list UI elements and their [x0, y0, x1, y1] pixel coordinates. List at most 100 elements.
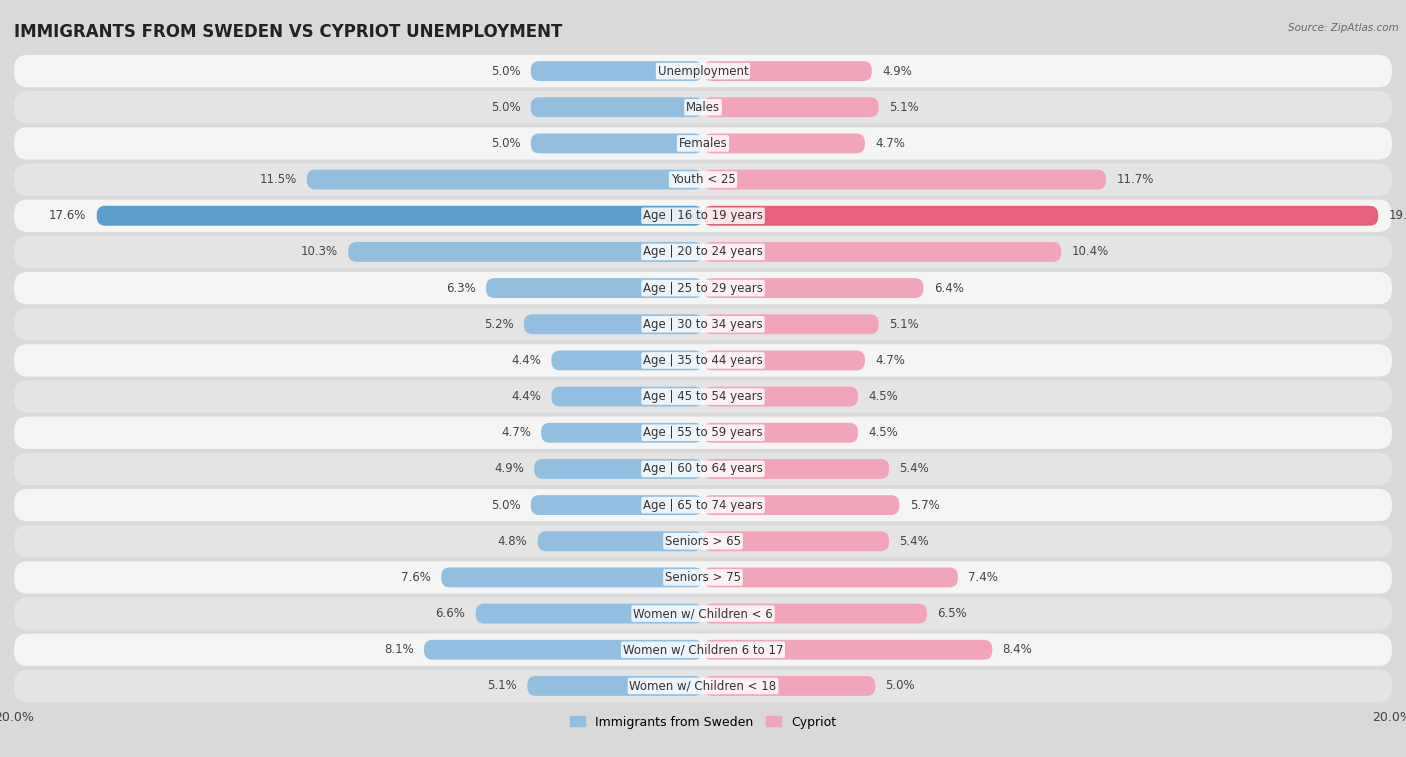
FancyBboxPatch shape: [14, 308, 1392, 341]
FancyBboxPatch shape: [531, 61, 703, 81]
FancyBboxPatch shape: [531, 495, 703, 515]
Text: Source: ZipAtlas.com: Source: ZipAtlas.com: [1288, 23, 1399, 33]
Text: Age | 20 to 24 years: Age | 20 to 24 years: [643, 245, 763, 258]
Text: 4.7%: 4.7%: [501, 426, 531, 439]
Text: 4.5%: 4.5%: [869, 390, 898, 403]
FancyBboxPatch shape: [534, 459, 703, 479]
Text: 4.7%: 4.7%: [875, 354, 905, 367]
Text: 5.2%: 5.2%: [484, 318, 513, 331]
FancyBboxPatch shape: [703, 676, 875, 696]
FancyBboxPatch shape: [14, 597, 1392, 630]
Text: Age | 30 to 34 years: Age | 30 to 34 years: [643, 318, 763, 331]
Text: 5.0%: 5.0%: [491, 64, 520, 77]
FancyBboxPatch shape: [14, 453, 1392, 485]
FancyBboxPatch shape: [14, 200, 1392, 232]
FancyBboxPatch shape: [441, 568, 703, 587]
FancyBboxPatch shape: [703, 531, 889, 551]
Text: 10.4%: 10.4%: [1071, 245, 1109, 258]
FancyBboxPatch shape: [14, 91, 1392, 123]
Text: Women w/ Children 6 to 17: Women w/ Children 6 to 17: [623, 643, 783, 656]
FancyBboxPatch shape: [703, 242, 1062, 262]
Text: 8.1%: 8.1%: [384, 643, 413, 656]
FancyBboxPatch shape: [703, 568, 957, 587]
Text: Women w/ Children < 18: Women w/ Children < 18: [630, 680, 776, 693]
Text: Age | 35 to 44 years: Age | 35 to 44 years: [643, 354, 763, 367]
FancyBboxPatch shape: [703, 98, 879, 117]
FancyBboxPatch shape: [527, 676, 703, 696]
FancyBboxPatch shape: [703, 278, 924, 298]
Text: 8.4%: 8.4%: [1002, 643, 1032, 656]
Text: 4.8%: 4.8%: [498, 534, 527, 548]
Text: 4.9%: 4.9%: [882, 64, 912, 77]
Text: 4.4%: 4.4%: [512, 390, 541, 403]
Text: Youth < 25: Youth < 25: [671, 173, 735, 186]
FancyBboxPatch shape: [14, 634, 1392, 666]
FancyBboxPatch shape: [14, 127, 1392, 160]
Text: Age | 55 to 59 years: Age | 55 to 59 years: [643, 426, 763, 439]
Text: 6.6%: 6.6%: [436, 607, 465, 620]
FancyBboxPatch shape: [703, 423, 858, 443]
FancyBboxPatch shape: [14, 670, 1392, 702]
Text: 7.4%: 7.4%: [969, 571, 998, 584]
Text: 5.1%: 5.1%: [889, 101, 918, 114]
FancyBboxPatch shape: [703, 350, 865, 370]
Text: 5.0%: 5.0%: [886, 680, 915, 693]
FancyBboxPatch shape: [14, 344, 1392, 376]
Text: Age | 16 to 19 years: Age | 16 to 19 years: [643, 209, 763, 223]
FancyBboxPatch shape: [703, 387, 858, 407]
Text: 5.1%: 5.1%: [889, 318, 918, 331]
FancyBboxPatch shape: [475, 603, 703, 624]
Text: 5.0%: 5.0%: [491, 499, 520, 512]
Text: 7.6%: 7.6%: [401, 571, 430, 584]
FancyBboxPatch shape: [524, 314, 703, 334]
Text: 10.3%: 10.3%: [301, 245, 337, 258]
FancyBboxPatch shape: [703, 314, 879, 334]
FancyBboxPatch shape: [703, 61, 872, 81]
FancyBboxPatch shape: [703, 495, 900, 515]
FancyBboxPatch shape: [425, 640, 703, 659]
FancyBboxPatch shape: [703, 206, 1378, 226]
FancyBboxPatch shape: [14, 164, 1392, 196]
Text: 6.4%: 6.4%: [934, 282, 963, 294]
FancyBboxPatch shape: [537, 531, 703, 551]
Text: 11.5%: 11.5%: [259, 173, 297, 186]
FancyBboxPatch shape: [14, 235, 1392, 268]
FancyBboxPatch shape: [14, 272, 1392, 304]
FancyBboxPatch shape: [551, 387, 703, 407]
FancyBboxPatch shape: [703, 603, 927, 624]
FancyBboxPatch shape: [14, 561, 1392, 593]
Text: 17.6%: 17.6%: [49, 209, 86, 223]
FancyBboxPatch shape: [703, 640, 993, 659]
Text: 5.4%: 5.4%: [900, 534, 929, 548]
Text: 19.6%: 19.6%: [1389, 209, 1406, 223]
Text: Seniors > 75: Seniors > 75: [665, 571, 741, 584]
Text: 5.7%: 5.7%: [910, 499, 939, 512]
Text: 5.4%: 5.4%: [900, 463, 929, 475]
Text: Age | 45 to 54 years: Age | 45 to 54 years: [643, 390, 763, 403]
Text: Seniors > 65: Seniors > 65: [665, 534, 741, 548]
FancyBboxPatch shape: [307, 170, 703, 189]
Text: 5.0%: 5.0%: [491, 137, 520, 150]
Text: Age | 65 to 74 years: Age | 65 to 74 years: [643, 499, 763, 512]
Legend: Immigrants from Sweden, Cypriot: Immigrants from Sweden, Cypriot: [565, 711, 841, 734]
Text: 4.4%: 4.4%: [512, 354, 541, 367]
FancyBboxPatch shape: [541, 423, 703, 443]
Text: Age | 60 to 64 years: Age | 60 to 64 years: [643, 463, 763, 475]
Text: Females: Females: [679, 137, 727, 150]
FancyBboxPatch shape: [349, 242, 703, 262]
FancyBboxPatch shape: [486, 278, 703, 298]
Text: Women w/ Children < 6: Women w/ Children < 6: [633, 607, 773, 620]
Text: 6.3%: 6.3%: [446, 282, 475, 294]
FancyBboxPatch shape: [531, 98, 703, 117]
FancyBboxPatch shape: [14, 55, 1392, 87]
FancyBboxPatch shape: [14, 381, 1392, 413]
FancyBboxPatch shape: [703, 170, 1107, 189]
FancyBboxPatch shape: [703, 133, 865, 154]
FancyBboxPatch shape: [551, 350, 703, 370]
Text: 5.1%: 5.1%: [488, 680, 517, 693]
Text: Males: Males: [686, 101, 720, 114]
Text: 5.0%: 5.0%: [491, 101, 520, 114]
FancyBboxPatch shape: [531, 133, 703, 154]
Text: 4.7%: 4.7%: [875, 137, 905, 150]
Text: 11.7%: 11.7%: [1116, 173, 1154, 186]
